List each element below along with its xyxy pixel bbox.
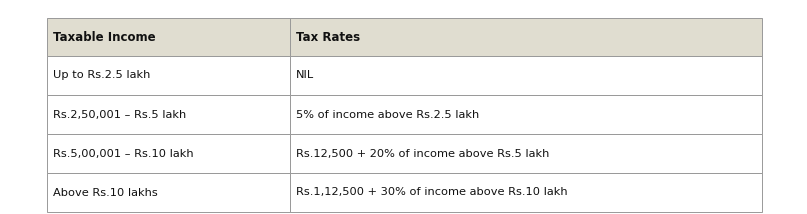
Bar <box>47 173 290 212</box>
Text: Rs.1,12,500 + 30% of income above Rs.10 lakh: Rs.1,12,500 + 30% of income above Rs.10 … <box>296 187 567 198</box>
Text: Taxable Income: Taxable Income <box>53 31 156 43</box>
Text: Up to Rs.2.5 lakh: Up to Rs.2.5 lakh <box>53 70 150 80</box>
Bar <box>47 95 290 134</box>
Bar <box>290 173 762 212</box>
Text: Above Rs.10 lakhs: Above Rs.10 lakhs <box>53 187 157 198</box>
Bar <box>47 56 290 95</box>
Bar <box>290 95 762 134</box>
Bar <box>47 134 290 173</box>
Text: Rs.2,50,001 – Rs.5 lakh: Rs.2,50,001 – Rs.5 lakh <box>53 110 186 119</box>
Text: Tax Rates: Tax Rates <box>296 31 360 43</box>
Text: 5% of income above Rs.2.5 lakh: 5% of income above Rs.2.5 lakh <box>296 110 479 119</box>
Text: NIL: NIL <box>296 70 314 80</box>
Text: Rs.5,00,001 – Rs.10 lakh: Rs.5,00,001 – Rs.10 lakh <box>53 149 194 159</box>
Bar <box>290 56 762 95</box>
Text: Rs.12,500 + 20% of income above Rs.5 lakh: Rs.12,500 + 20% of income above Rs.5 lak… <box>296 149 550 159</box>
Bar <box>290 134 762 173</box>
Bar <box>290 18 762 56</box>
Bar <box>47 18 290 56</box>
